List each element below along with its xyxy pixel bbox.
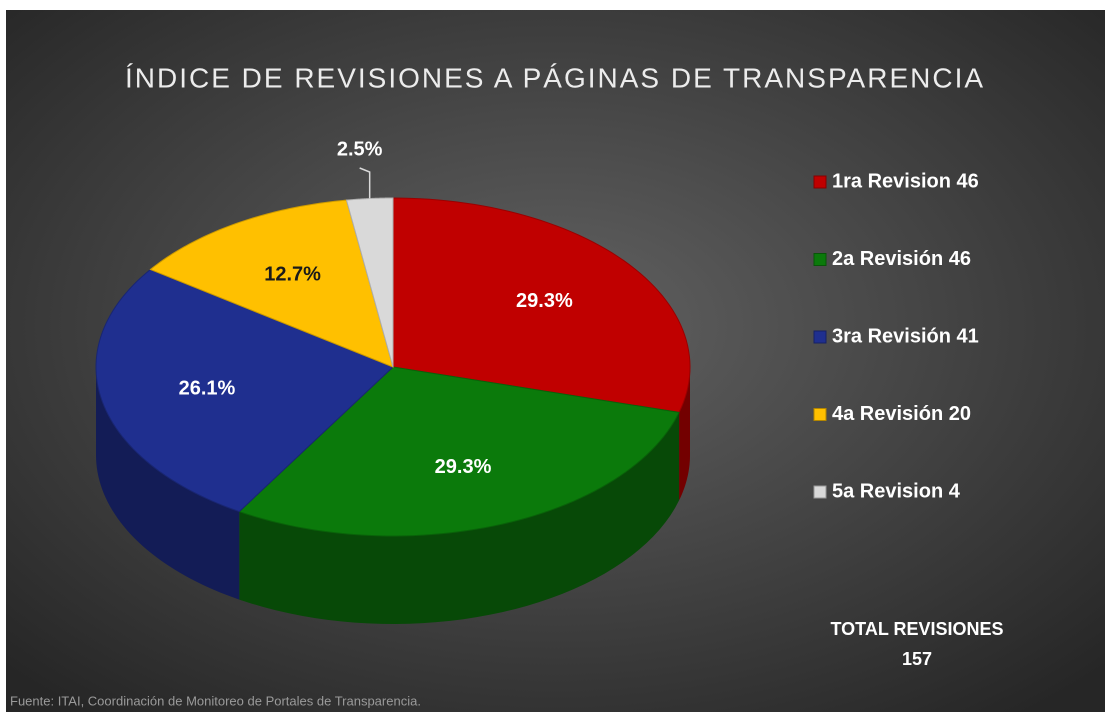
chart-title: ÍNDICE DE REVISIONES A PÁGINAS DE TRANSP… [125, 62, 985, 93]
total-label: TOTAL REVISIONES [830, 619, 1003, 639]
legend-label: 4a Revisión 20 [832, 403, 971, 425]
data-label: 2.5% [337, 138, 383, 160]
pie-side [96, 367, 240, 600]
legend-swatch [813, 485, 827, 499]
pie-slice [149, 199, 394, 368]
pie-slice [95, 268, 394, 513]
legend-swatch [813, 253, 827, 266]
pie-side [239, 412, 680, 624]
data-label: 26.1% [179, 377, 236, 399]
data-label: 29.3% [516, 290, 573, 312]
pie-slice [238, 366, 680, 537]
legend-label: 5a Revision 4 [832, 480, 961, 502]
pie-slice [392, 197, 691, 413]
total-value: 157 [902, 649, 932, 669]
legend-label: 1ra Revision 46 [832, 170, 979, 192]
legend-swatch [813, 175, 827, 189]
leader-line [359, 167, 371, 199]
source-note: Fuente: ITAI, Coordinación de Monitoreo … [10, 693, 421, 708]
data-label: 12.7% [264, 263, 321, 285]
legend-swatch [813, 408, 827, 421]
pie-side [679, 367, 690, 501]
legend-label: 3ra Revisión 41 [832, 325, 979, 347]
legend-label: 2a Revisión 46 [832, 248, 971, 270]
data-label: 29.3% [435, 456, 492, 478]
legend-swatch [813, 330, 827, 344]
